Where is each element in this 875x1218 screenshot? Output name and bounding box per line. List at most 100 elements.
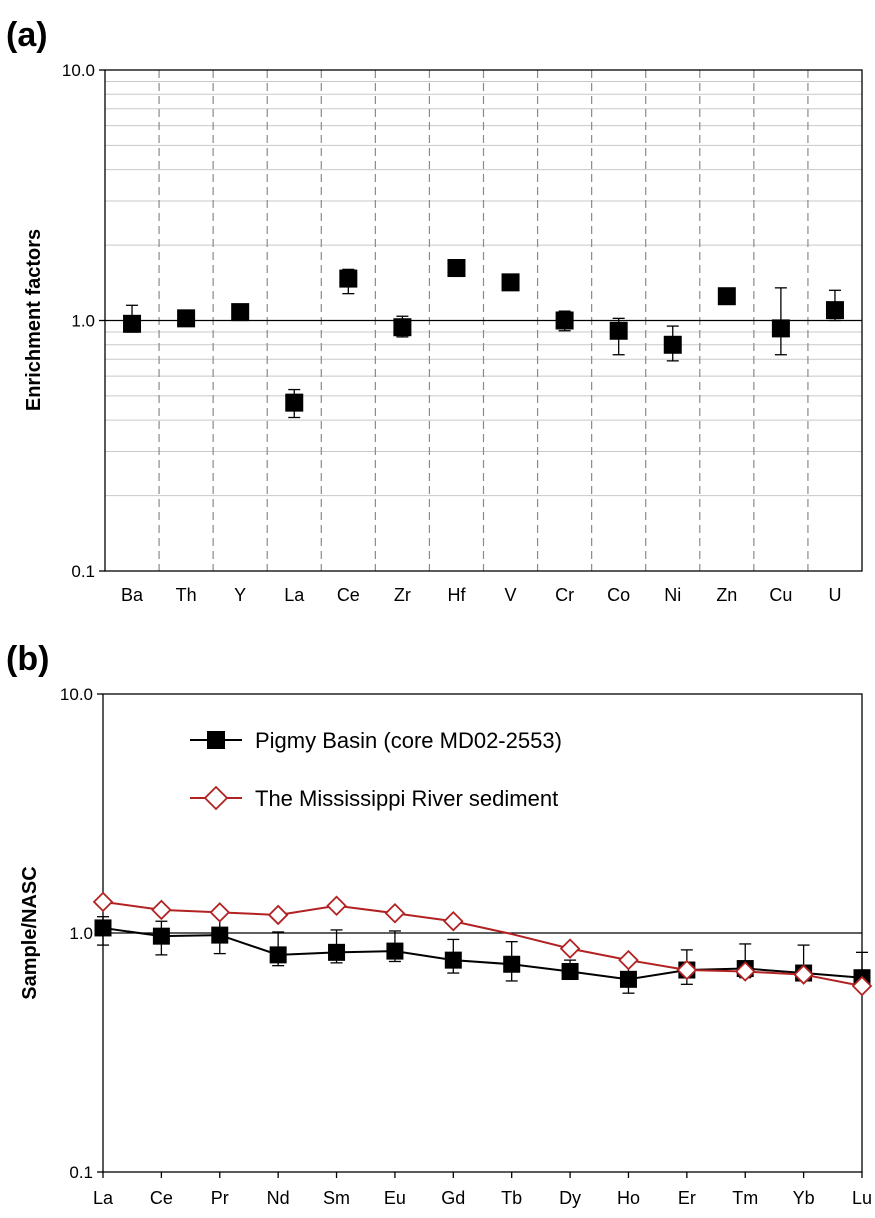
marker-diamond: [793, 964, 814, 985]
x-tick-label: Dy: [559, 1188, 581, 1208]
marker-square: [393, 318, 412, 337]
marker-square: [269, 946, 287, 964]
marker-square: [663, 335, 682, 354]
marker-diamond: [734, 961, 756, 982]
series-pigmy-basin: [94, 914, 871, 994]
y-tick-label: 0.1: [69, 1163, 93, 1182]
x-tick-label: Lu: [852, 1188, 872, 1208]
y-tick-label: 0.1: [71, 562, 95, 581]
panel-a-y-axis-label: Enrichment factors: [23, 229, 45, 411]
marker-diamond: [443, 910, 464, 932]
x-tick-label: Tb: [501, 1188, 522, 1208]
panel-a-grid: [105, 80, 862, 497]
marker-square: [619, 970, 637, 988]
x-tick-label: Tm: [732, 1188, 758, 1208]
data-point-th: [177, 309, 196, 328]
data-point-ni: [663, 325, 682, 362]
data-point-zn: [717, 287, 736, 306]
x-tick-label: Ba: [121, 585, 144, 605]
x-tick-label: Hf: [447, 585, 466, 605]
marker-square: [177, 309, 196, 328]
marker-square: [211, 926, 229, 944]
panel-a-points: [123, 259, 844, 419]
y-tick-label: 1.0: [69, 924, 93, 943]
panel-b-series: [92, 891, 873, 997]
marker-square: [94, 919, 112, 937]
panel-a-y-ticks: 0.1 1.0 10.0: [62, 61, 105, 581]
panel-b-x-ticks: La Ce Pr Nd Sm Eu Gd Tb Dy Ho Er Tm Yb Lu: [93, 1172, 872, 1208]
panel-a: (a) 0.1 1.0 10.0 Ba Th Y La Ce Zr Hf V Cr Co Ni Zn Cu U…: [6, 16, 863, 605]
marker-diamond: [676, 959, 698, 981]
panel-b-legend: Pigmy Basin (core MD02-2553) The Mississ…: [190, 728, 562, 811]
marker-square: [285, 393, 304, 412]
data-point-ba: [123, 304, 142, 333]
x-tick-label: Sm: [323, 1188, 350, 1208]
marker-square: [717, 287, 736, 306]
marker-square: [503, 955, 521, 973]
x-tick-label: Cr: [555, 585, 574, 605]
x-tick-label: Pr: [211, 1188, 229, 1208]
x-tick-label: Ce: [150, 1188, 173, 1208]
panel-b-label: (b): [6, 640, 49, 678]
x-tick-label: Zn: [716, 585, 737, 605]
marker-diamond: [209, 902, 231, 923]
marker-square: [386, 942, 404, 960]
panel-b: (b) 0.1 1.0 10.0 La Ce Pr Nd Sm Eu Gd Tb Dy Ho Er Tm Y…: [6, 640, 873, 1208]
panel-a-label: (a): [6, 16, 48, 54]
marker-square: [444, 951, 462, 969]
marker-square: [561, 963, 579, 981]
marker-diamond: [851, 975, 873, 997]
x-tick-label: Cu: [769, 585, 792, 605]
marker-square: [771, 319, 790, 338]
marker-square: [555, 311, 574, 330]
data-point-hf: [447, 259, 466, 278]
x-tick-label: U: [828, 585, 841, 605]
marker-diamond: [267, 904, 289, 926]
panel-b-y-axis-label: Sample/NASC: [19, 866, 41, 999]
marker-diamond: [151, 899, 172, 921]
x-tick-label: La: [284, 585, 305, 605]
data-point-la: [285, 388, 304, 419]
marker-diamond: [92, 891, 114, 913]
marker-square: [152, 927, 170, 945]
marker-diamond: [326, 895, 347, 917]
y-tick-label: 10.0: [60, 685, 93, 704]
marker-square: [231, 303, 250, 322]
marker-square: [339, 269, 358, 288]
series-mississippi-river: [92, 891, 873, 997]
panel-a-x-ticks: Ba Th Y La Ce Zr Hf V Cr Co Ni Zn Cu U: [121, 585, 841, 605]
x-tick-label: Zr: [394, 585, 411, 605]
data-point-cr: [555, 310, 574, 332]
marker-square: [501, 273, 520, 292]
x-tick-label: Y: [234, 585, 246, 605]
legend-marker-mississippi: [203, 785, 229, 811]
marker-diamond: [559, 938, 581, 959]
x-tick-label: Ho: [617, 1188, 640, 1208]
legend-label-pigmy: Pigmy Basin (core MD02-2553): [255, 728, 562, 753]
data-point-v: [501, 273, 520, 292]
marker-diamond: [384, 902, 406, 924]
x-tick-label: Ce: [337, 585, 360, 605]
x-tick-label: La: [93, 1188, 114, 1208]
x-tick-label: Nd: [267, 1188, 290, 1208]
panel-b-y-ticks: 0.1 1.0 10.0: [60, 685, 103, 1182]
data-point-ce: [339, 268, 358, 295]
data-point-co: [609, 317, 628, 356]
x-tick-label: Yb: [793, 1188, 815, 1208]
data-point-cu: [771, 287, 790, 356]
x-tick-label: Er: [678, 1188, 696, 1208]
data-point-y: [231, 303, 250, 322]
series-line: [102, 926, 863, 981]
data-point-u: [825, 289, 844, 322]
x-tick-label: Gd: [441, 1188, 465, 1208]
x-tick-label: V: [505, 585, 517, 605]
legend-label-mississippi: The Mississippi River sediment: [255, 786, 558, 811]
marker-square: [328, 943, 346, 961]
x-tick-label: Ni: [664, 585, 681, 605]
marker-diamond: [618, 949, 639, 971]
x-tick-label: Eu: [384, 1188, 406, 1208]
marker-square: [123, 314, 142, 333]
marker-square: [825, 301, 844, 320]
x-tick-label: Th: [176, 585, 197, 605]
